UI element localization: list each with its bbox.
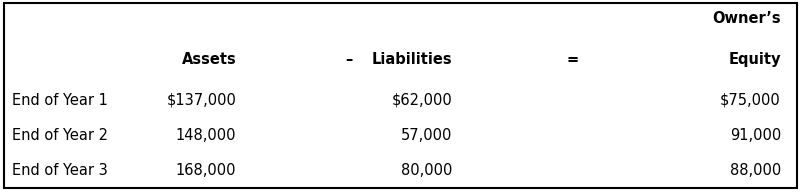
- Text: 57,000: 57,000: [401, 128, 453, 143]
- Text: End of Year 1: End of Year 1: [12, 93, 108, 108]
- Text: End of Year 2: End of Year 2: [12, 128, 108, 143]
- Text: Assets: Assets: [182, 52, 236, 67]
- Text: 168,000: 168,000: [175, 163, 236, 178]
- Text: 88,000: 88,000: [730, 163, 781, 178]
- Text: Liabilities: Liabilities: [372, 52, 453, 67]
- Text: 80,000: 80,000: [401, 163, 453, 178]
- Text: End of Year 3: End of Year 3: [12, 163, 108, 178]
- Text: 91,000: 91,000: [730, 128, 781, 143]
- Text: Equity: Equity: [728, 52, 781, 67]
- Text: $75,000: $75,000: [720, 93, 781, 108]
- Text: $62,000: $62,000: [392, 93, 453, 108]
- Text: –: –: [344, 52, 352, 67]
- Text: =: =: [566, 52, 579, 67]
- Text: $137,000: $137,000: [167, 93, 236, 108]
- Text: 148,000: 148,000: [175, 128, 236, 143]
- Text: Owner’s: Owner’s: [712, 11, 781, 26]
